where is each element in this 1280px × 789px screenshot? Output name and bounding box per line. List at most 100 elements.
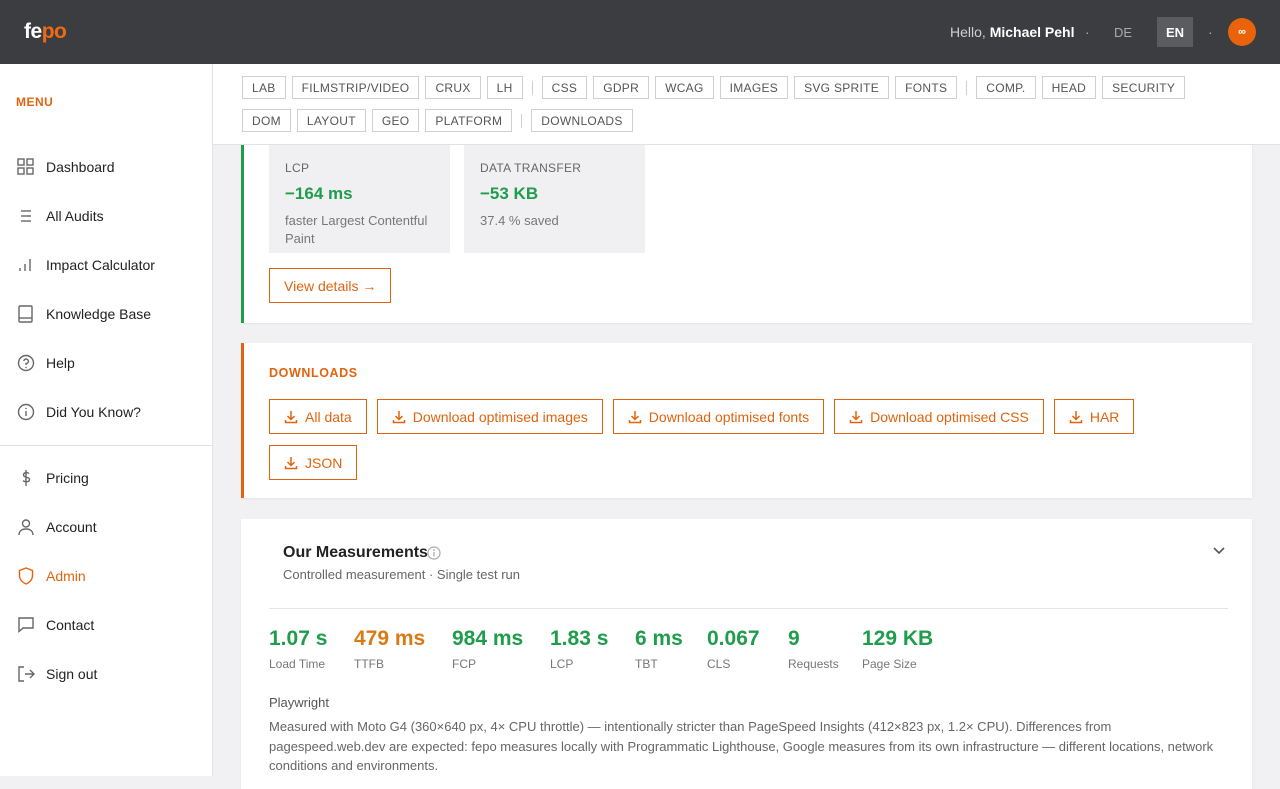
avatar[interactable]: ∞: [1228, 18, 1256, 46]
divider: [269, 608, 1228, 609]
nav-label: Knowledge Base: [46, 306, 152, 322]
metric-label: TTFB: [354, 657, 384, 671]
download-buttons: All data Download optimised images Downloa…: [269, 399, 1169, 480]
metric: 6 ms TBT: [635, 627, 683, 671]
download-label: Download optimised images: [412, 408, 588, 425]
measurements-title[interactable]: Our Measurements: [283, 544, 428, 561]
download-label: Download optimised CSS: [870, 408, 1029, 425]
download-button[interactable]: Download optimised CSS: [834, 399, 1044, 434]
box-label: DATA TRANSFER: [480, 161, 582, 175]
tab[interactable]: GDPR: [593, 76, 650, 99]
nav-icon: [18, 567, 34, 585]
download-label: All data: [305, 408, 352, 425]
metric: 984 ms FCP: [452, 627, 523, 671]
download-icon: [849, 410, 863, 423]
downloads-title: DOWNLOADS: [269, 366, 358, 380]
nav-label: Help: [46, 355, 75, 371]
header: fepo Hello, Michael Pehl · DE EN · ∞: [0, 0, 1280, 64]
nav-item[interactable]: Did You Know?: [0, 397, 212, 427]
nav-label: All Audits: [46, 208, 104, 224]
download-icon: [284, 410, 298, 423]
tab[interactable]: IMAGES: [719, 76, 789, 99]
nav-label: Admin: [46, 568, 86, 584]
greeting: Hello, Michael Pehl: [950, 24, 1075, 40]
tab[interactable]: CSS: [541, 76, 588, 99]
metric-label: FCP: [452, 657, 476, 671]
chevron[interactable]: [1212, 546, 1226, 556]
logo-part: po: [41, 20, 67, 43]
nav-item[interactable]: Dashboard: [0, 152, 212, 182]
tab-list: LAB FILMSTRIP/VIDEO CRUX LH CSS GDPR WCAG IMAGE…: [242, 76, 1217, 132]
download-button[interactable]: JSON: [269, 445, 358, 480]
nav-icon: [18, 519, 34, 536]
nav-label: Dashboard: [46, 159, 115, 175]
nav-item[interactable]: Contact: [0, 610, 212, 640]
tab[interactable]: WCAG: [655, 76, 714, 99]
nav-label: Impact Calculator: [46, 257, 155, 273]
nav-icon: [17, 403, 35, 421]
tab[interactable]: LH: [486, 76, 523, 99]
tab[interactable]: GEO: [371, 109, 420, 132]
nav-icon: [18, 305, 33, 323]
tab-separator: [521, 113, 523, 128]
nav-label: Contact: [46, 617, 95, 633]
download-label: JSON: [305, 454, 343, 471]
lang-de[interactable]: DE: [1114, 25, 1133, 40]
tab[interactable]: COMP.: [976, 76, 1036, 99]
download-button[interactable]: Download optimised fonts: [612, 399, 825, 434]
nav-item[interactable]: Knowledge Base: [0, 299, 212, 329]
impact-card: LCP −164 ms faster Largest Contentful Pain…: [241, 120, 1252, 323]
nav-item[interactable]: Impact Calculator: [0, 250, 212, 280]
nav-icon: [17, 158, 34, 175]
metric-value: 9: [788, 627, 800, 650]
nav-label: Sign out: [46, 666, 98, 682]
nav-item[interactable]: Help: [0, 348, 212, 378]
metric: 9 Requests: [788, 627, 839, 671]
metric-label: Page Size: [862, 657, 917, 671]
metric: 0.067 CLS: [707, 627, 760, 671]
nav-icon: [18, 666, 35, 682]
nav-item[interactable]: All Audits: [0, 201, 212, 231]
box-value: −164 ms: [285, 184, 353, 203]
box-desc: faster Largest Contentful Paint: [285, 213, 428, 246]
tab[interactable]: DOWNLOADS: [531, 109, 633, 132]
nav-item[interactable]: Pricing: [0, 463, 212, 493]
nav-item[interactable]: Account: [0, 512, 212, 542]
tab[interactable]: FONTS: [895, 76, 958, 99]
nav-label: Did You Know?: [46, 404, 141, 420]
tab[interactable]: DOM: [242, 109, 291, 132]
lang-en[interactable]: EN: [1157, 17, 1193, 47]
nav-icon: [19, 259, 31, 271]
box-value: −53 KB: [480, 184, 539, 203]
tab[interactable]: SVG SPRITE: [794, 76, 890, 99]
tab[interactable]: HEAD: [1041, 76, 1097, 99]
user-name[interactable]: Michael Pehl: [989, 24, 1075, 40]
nav-item[interactable]: Admin: [0, 561, 212, 591]
download-icon: [392, 410, 405, 423]
logo-part: fe: [24, 20, 42, 43]
tab[interactable]: PLATFORM: [425, 109, 513, 132]
metric-label: Load Time: [269, 657, 326, 671]
nav-label: Account: [46, 519, 97, 535]
download-icon: [628, 410, 642, 423]
view-details-button[interactable]: View details →: [269, 268, 392, 303]
tab[interactable]: LAB: [242, 76, 286, 99]
metric-value: 129 KB: [862, 627, 934, 650]
metric-label: TBT: [635, 657, 658, 671]
nav-item[interactable]: Sign out: [0, 659, 212, 689]
info-icon[interactable]: [427, 546, 441, 560]
tab[interactable]: FILMSTRIP/VIDEO: [291, 76, 420, 99]
tab[interactable]: CRUX: [425, 76, 481, 99]
metric-label: Requests: [788, 657, 839, 671]
tab[interactable]: SECURITY: [1102, 76, 1186, 99]
logo[interactable]: fepo: [24, 20, 67, 44]
divider: [0, 445, 212, 446]
metric-value: 6 ms: [635, 627, 683, 650]
metric-value: 984 ms: [452, 627, 524, 650]
tab[interactable]: LAYOUT: [296, 109, 366, 132]
downloads-card: DOWNLOADS All data Download optimised ima…: [241, 343, 1252, 498]
download-button[interactable]: HAR: [1053, 399, 1135, 434]
download-button[interactable]: Download optimised images: [376, 399, 603, 434]
download-button[interactable]: All data: [269, 399, 367, 434]
